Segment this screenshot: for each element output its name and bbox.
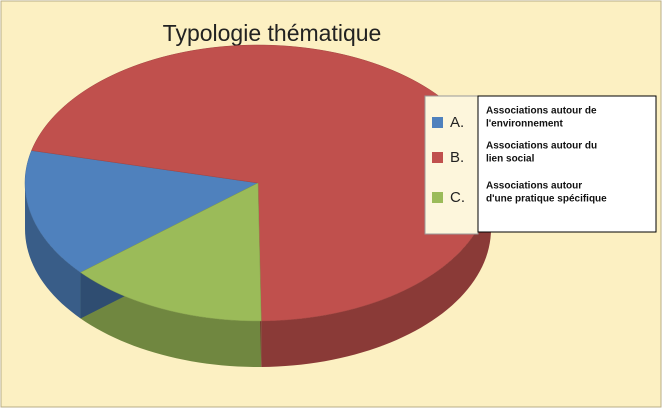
chart-title: Typologie thématique	[163, 20, 382, 46]
legend: A. Associations autour de l'environnement B…	[432, 106, 607, 206]
legend-description: lien social	[486, 154, 535, 165]
legend-description: d'une pratique spécifique	[486, 194, 607, 205]
legend-swatch	[432, 192, 443, 203]
slice-side	[80, 272, 262, 367]
legend-label: C.	[450, 189, 465, 206]
legend-description: Associations autour du	[486, 141, 597, 152]
legend-label: A.	[450, 114, 464, 131]
legend-swatch	[432, 117, 443, 128]
pie	[24, 44, 492, 367]
slice-side	[261, 183, 491, 367]
legend-description: l'environnement	[486, 119, 564, 130]
slice	[80, 182, 262, 322]
legend-description: Associations autour	[486, 181, 582, 192]
legend-label: B.	[450, 149, 464, 166]
legend-swatch	[432, 152, 443, 163]
slice	[24, 150, 259, 273]
legend-description: Associations autour de	[486, 106, 597, 117]
legend-description-box	[477, 95, 657, 233]
slice-side	[25, 183, 81, 319]
